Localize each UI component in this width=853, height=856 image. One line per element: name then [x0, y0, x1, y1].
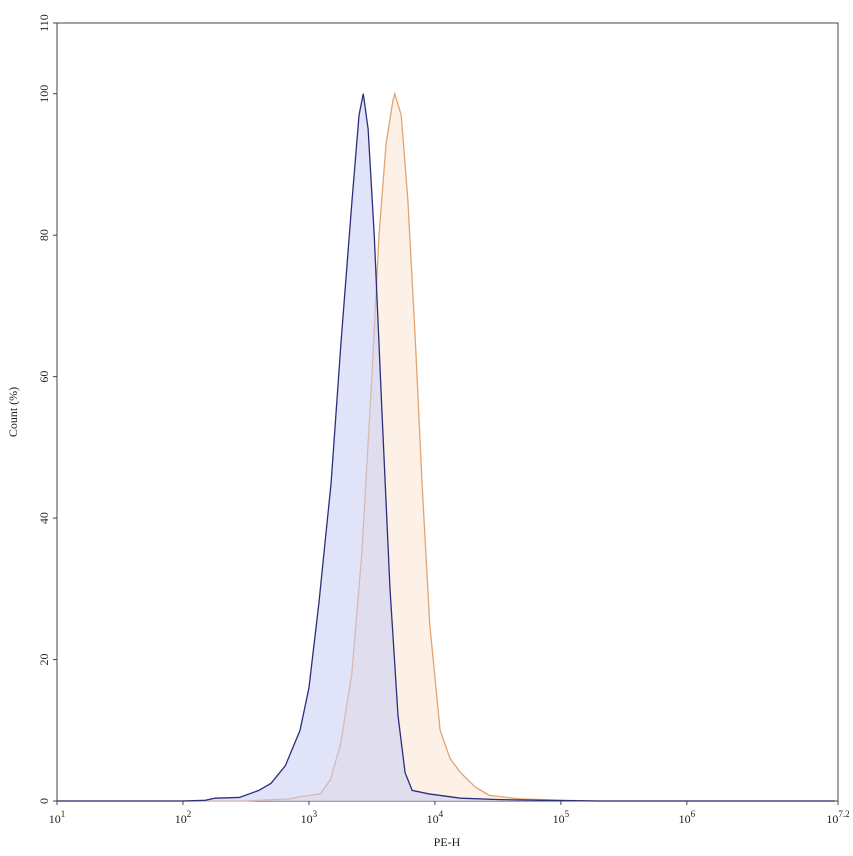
x-tick-label: 101 [49, 809, 66, 826]
y-tick-label: 40 [37, 512, 51, 524]
x-tick-exponent: 3 [313, 809, 318, 819]
x-tick-exponent: 6 [691, 809, 696, 819]
x-tick-base: 10 [49, 812, 61, 826]
y-tick-label: 60 [37, 371, 51, 383]
x-tick-exponent: 5 [565, 809, 570, 819]
y-tick-label: 0 [37, 798, 51, 804]
y-tick-label: 20 [37, 654, 51, 666]
y-axis-label: Count (%) [6, 387, 20, 437]
plot-frame [56, 22, 839, 802]
x-tick-base: 10 [427, 812, 439, 826]
y-tick-label: 80 [37, 229, 51, 241]
x-tick-base: 10 [553, 812, 565, 826]
x-tick-label: 107.2 [826, 809, 849, 826]
x-tick-label: 106 [679, 809, 696, 826]
x-tick-base: 10 [175, 812, 187, 826]
x-tick-label: 104 [427, 809, 444, 826]
series-line [57, 93, 835, 802]
x-tick-exponent: 2 [187, 809, 192, 819]
x-tick-exponent: 4 [439, 809, 444, 819]
y-tick-label: 100 [37, 85, 51, 103]
x-tick-exponent: 7.2 [838, 809, 849, 819]
x-tick-base: 10 [679, 812, 691, 826]
x-tick-label: 105 [553, 809, 570, 826]
x-tick-exponent: 1 [61, 809, 66, 819]
y-tick-label: 110 [37, 14, 51, 32]
x-tick-base: 10 [301, 812, 313, 826]
x-tick-label: 102 [175, 809, 192, 826]
x-axis-label: PE-H [434, 835, 461, 849]
x-tick-base: 10 [826, 812, 838, 826]
x-tick-label: 103 [301, 809, 318, 826]
